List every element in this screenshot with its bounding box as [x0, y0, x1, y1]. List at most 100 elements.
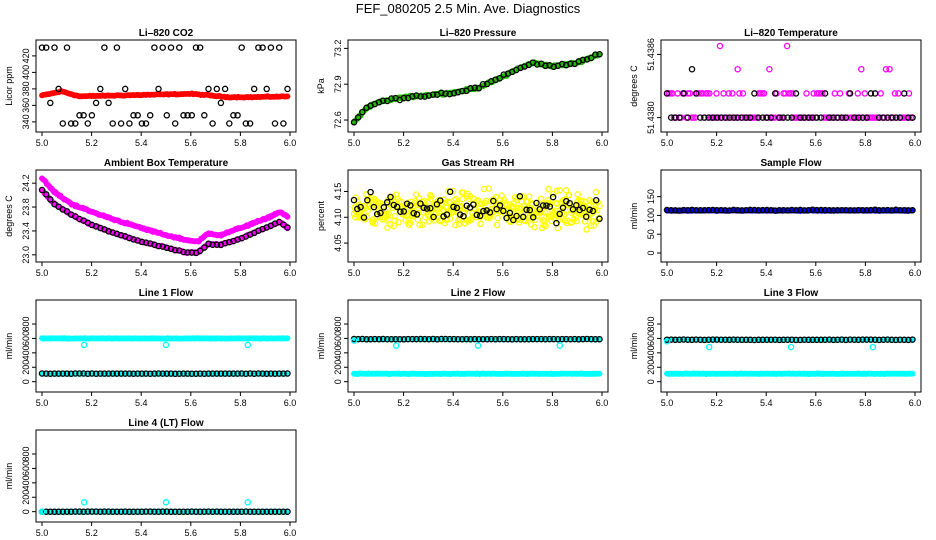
co2-title: Li–820 CO2 — [139, 28, 194, 39]
sample_flow-open-point — [834, 207, 841, 214]
licor_temp-open-point — [805, 114, 812, 121]
rh-open-point — [460, 212, 467, 220]
licor_temp-open-point — [755, 114, 762, 121]
line1-open-point — [134, 370, 141, 377]
co2-ytick-label: 420 — [21, 48, 31, 63]
line2-outliers-point — [350, 337, 358, 344]
line3-open-point — [763, 336, 771, 343]
line3-xtick-label: 5.4 — [760, 398, 773, 408]
rh-filled-point — [537, 195, 545, 203]
line3-open-point — [859, 336, 866, 343]
box_temp-open-point — [142, 239, 150, 246]
co2-open-point — [67, 120, 75, 127]
sample_flow-title: Sample Flow — [760, 158, 821, 169]
line2-outliers-point — [556, 342, 564, 349]
box_temp-xtick-label: 5.0 — [36, 268, 49, 278]
co2-ytick-label: 380 — [21, 81, 31, 96]
line4-open-point — [151, 508, 158, 515]
line4-open-point — [55, 508, 62, 515]
rh-open-point — [446, 188, 454, 196]
line4-panel: Line 4 (LT) Flow 5.0 5.2 5.4 5.6 5.8 6.0 0 20040… — [4, 418, 297, 538]
line1-open-point — [250, 370, 258, 377]
line1-open-point — [201, 370, 208, 377]
line4-open-point — [180, 508, 187, 515]
line4-open-point — [121, 508, 129, 515]
sample_flow-open-point — [842, 206, 850, 214]
line1-open-point — [42, 370, 50, 377]
co2-open-point — [155, 85, 162, 93]
sample_flow-open-point — [826, 207, 833, 214]
rh-open-point — [456, 211, 464, 218]
line3-open-point — [867, 336, 875, 343]
line2-open-point — [496, 335, 503, 343]
line4-open-point — [263, 508, 270, 515]
line3-open-point — [726, 336, 733, 344]
co2-open-point — [230, 112, 237, 119]
box_temp-open-point — [234, 236, 241, 243]
line4-open-point — [192, 508, 200, 515]
line2-open-point — [388, 335, 395, 343]
pressure-open-point — [533, 61, 541, 68]
rh-open-point — [519, 213, 527, 221]
line2-open-point — [471, 335, 478, 343]
box_temp-open-point — [284, 224, 291, 231]
rh-open-point — [586, 206, 593, 214]
line2-open-point — [384, 335, 391, 343]
rh-open-point — [433, 201, 441, 208]
line3-open-point — [796, 336, 804, 344]
co2-open-point — [271, 120, 279, 127]
sample_flow-ytick-label: 100 — [646, 208, 656, 223]
rh-filled-point — [525, 193, 533, 200]
line3-open-point — [771, 336, 779, 343]
sample_flow-open-point — [726, 207, 733, 214]
co2-open-point — [246, 120, 254, 127]
line3-open-point — [701, 336, 708, 344]
line4-plot-frame — [35, 429, 297, 523]
rh-open-point — [453, 204, 461, 212]
pressure-open-point — [446, 90, 453, 98]
sample_flow-open-point — [863, 206, 870, 214]
pressure-plot-frame — [347, 39, 609, 133]
line4-open-point — [80, 508, 87, 515]
rh-filled-point — [573, 217, 580, 225]
line2-open-point — [433, 336, 441, 343]
rh-open-point — [463, 202, 471, 209]
line2-title: Line 2 Flow — [451, 288, 506, 299]
line4-open-point — [242, 508, 250, 515]
licor_temp-open-point — [884, 114, 891, 121]
line2-open-point — [463, 335, 470, 343]
rh-xtick-label: 5.0 — [348, 268, 361, 278]
line4-open-point — [42, 508, 50, 515]
box_temp-open-point — [221, 239, 229, 247]
line4-open-point — [250, 508, 258, 515]
sample_flow-open-point — [763, 206, 771, 214]
licor_temp-filled-point — [891, 90, 899, 97]
co2-open-point — [221, 85, 229, 93]
line3-lower-point — [909, 370, 916, 377]
rh-filled-point — [385, 210, 392, 218]
licor_temp-filled-point — [877, 90, 884, 97]
licor_temp-filled-point — [831, 90, 839, 97]
licor_temp-open-point — [875, 114, 883, 121]
line2-open-point — [450, 335, 458, 343]
pressure-xtick-label: 5.8 — [546, 138, 559, 148]
box_temp-xtick-label: 6.0 — [284, 268, 297, 278]
line2-plot-frame — [347, 299, 609, 393]
rh-open-point — [423, 205, 431, 212]
licor_temp-filled-point — [766, 65, 773, 73]
line4-open-point — [255, 508, 262, 515]
line3-xtick-label: 5.0 — [661, 398, 674, 408]
line1-xtick-label: 6.0 — [284, 398, 297, 408]
rh-filled-point — [419, 221, 426, 228]
box_temp-open-point — [146, 240, 154, 247]
pressure-open-point — [558, 60, 566, 68]
line3-ytick-label: 600 — [646, 331, 656, 346]
licor_temp-open-point — [792, 90, 800, 97]
sample_flow-open-point — [892, 206, 900, 214]
licor_temp-open-point — [672, 114, 679, 121]
rh-open-point — [380, 204, 388, 211]
sample_flow-open-point — [680, 206, 687, 214]
line2-xtick-label: 5.4 — [447, 398, 460, 408]
box_temp-open-point — [180, 248, 187, 256]
line2-open-point — [492, 335, 499, 343]
